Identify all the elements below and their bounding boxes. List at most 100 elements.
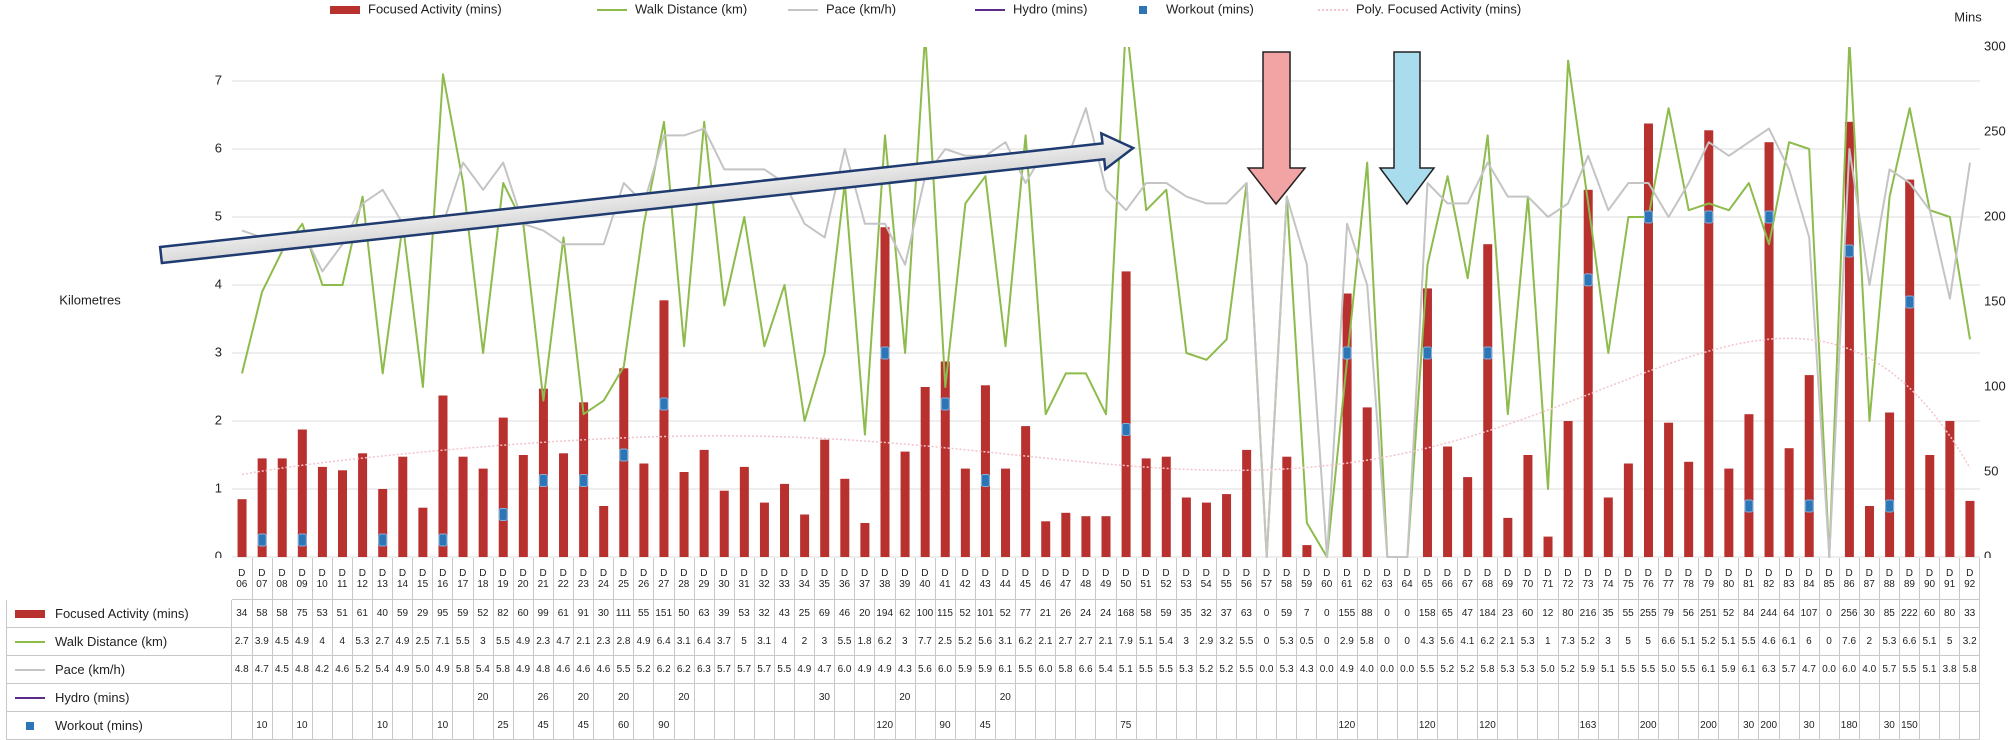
table-value: 4.5 — [272, 628, 293, 656]
table-value — [1497, 712, 1519, 740]
table-value: 5.8 — [1055, 656, 1077, 684]
table-value-text: 99 — [537, 608, 549, 619]
table-value: 90 — [935, 712, 956, 740]
category-label: D 63 — [1377, 558, 1398, 600]
table-value — [1899, 684, 1921, 712]
table-value: 58 — [1136, 600, 1157, 628]
table-value — [754, 712, 775, 740]
table-value: 4 — [774, 628, 796, 656]
table-value — [1095, 712, 1117, 740]
table-value — [1859, 684, 1881, 712]
table-value: 6.2 — [1477, 628, 1499, 656]
table-value: 90 — [653, 712, 675, 740]
row-swatch — [15, 609, 45, 618]
category-label-text: D 51 — [1140, 567, 1152, 590]
table-value: 5.0 — [1658, 656, 1680, 684]
table-value-text: 5.6 — [978, 636, 993, 647]
table-value-text: 95 — [437, 608, 449, 619]
table-value: 40 — [372, 600, 394, 628]
table-value — [774, 684, 796, 712]
table-value-text: 5.3 — [1882, 636, 1897, 647]
table-value-text: 46 — [838, 608, 851, 619]
category-label: D 87 — [1859, 558, 1881, 600]
table-value: 3 — [895, 628, 916, 656]
arrow-pink — [1246, 51, 1307, 206]
table-value-text: 151 — [655, 608, 673, 619]
table-value: 5 — [1618, 628, 1639, 656]
bar — [1784, 448, 1794, 557]
bar — [1141, 458, 1151, 557]
table-value: 163 — [1578, 712, 1599, 740]
table-value: 5 — [1638, 628, 1659, 656]
table-value-text: 5.2 — [958, 636, 973, 647]
table-value-text: 30 — [1743, 720, 1755, 731]
category-label-text: D 13 — [376, 567, 388, 590]
category-label-text: D 24 — [597, 567, 609, 590]
bar — [277, 458, 287, 557]
table-value-text: 20 — [859, 608, 871, 619]
bar — [1764, 142, 1774, 557]
table-value: 168 — [1116, 600, 1137, 628]
table-value-text: 12 — [1542, 608, 1554, 619]
table-value-text: 4.9 — [636, 636, 651, 647]
table-value — [1939, 712, 1961, 740]
table-value-text: 4.9 — [395, 636, 410, 647]
table-value: 5.3 — [1879, 628, 1901, 656]
category-label-text: D 25 — [617, 567, 630, 590]
table-value: 5.2 — [1578, 628, 1599, 656]
y-tick-label: 6 — [215, 140, 222, 155]
bar — [860, 523, 870, 557]
trendline — [241, 337, 1971, 476]
category-label-text: D 74 — [1602, 567, 1614, 590]
table-value-text: 69 — [818, 608, 830, 619]
table-value — [1919, 712, 1941, 740]
table-value-text: 26 — [1059, 608, 1072, 619]
table-value-text: 60 — [1923, 608, 1936, 619]
category-label-text: D 63 — [1381, 567, 1393, 590]
y2-tick-label: 200 — [1984, 208, 2006, 223]
table-value: 5.2 — [1457, 656, 1479, 684]
bar — [338, 470, 348, 557]
workout-marker — [1704, 210, 1714, 224]
table-value: 7.9 — [1116, 628, 1137, 656]
table-value-text: 4.5 — [275, 664, 289, 675]
table-value — [1035, 712, 1057, 740]
category-label: D 74 — [1598, 558, 1619, 600]
table-value-text: 4.7 — [817, 664, 832, 675]
table-value — [1357, 684, 1378, 712]
table-value-text: 30 — [818, 692, 830, 703]
table-value-text: 61 — [356, 608, 368, 619]
table-value-text: 7.1 — [435, 636, 450, 647]
y-tick-label: 3 — [215, 344, 222, 359]
category-label-text: D 28 — [678, 567, 690, 590]
table-value-text: 25 — [497, 720, 509, 731]
table-value: 5.7 — [754, 656, 775, 684]
table-value: 5.3 — [1276, 628, 1298, 656]
table-value — [412, 712, 434, 740]
table-value — [1537, 712, 1559, 740]
table-value: 5.5 — [1236, 628, 1258, 656]
table-value-text: 4.9 — [395, 664, 410, 675]
table-value: 6.1 — [1738, 656, 1760, 684]
table-value — [1638, 684, 1659, 712]
workout-marker — [1583, 273, 1593, 287]
bar — [257, 458, 267, 557]
table-value-text: 0.0 — [1259, 664, 1274, 675]
table-value-text: 6.2 — [676, 664, 691, 675]
table-value: 45 — [573, 712, 595, 740]
table-value-text: 20 — [477, 692, 489, 703]
category-label-text: D 16 — [437, 567, 449, 590]
table-value-text: 5.8 — [1058, 664, 1073, 675]
table-value: 0 — [1316, 628, 1338, 656]
table-value: 244 — [1758, 600, 1780, 628]
table-value-text: 58 — [276, 608, 288, 619]
table-value: 2.1 — [1497, 628, 1519, 656]
table-value-text: 5.4 — [1159, 636, 1173, 647]
category-label-text: D 44 — [999, 567, 1011, 590]
category-label-text: D 52 — [1160, 567, 1172, 590]
table-value: 115 — [935, 600, 956, 628]
category-label-text: D 19 — [497, 567, 509, 590]
table-value-text: 3.1 — [998, 636, 1013, 647]
table-value: 2.3 — [533, 628, 554, 656]
table-value-text: 5.3 — [1520, 664, 1535, 675]
